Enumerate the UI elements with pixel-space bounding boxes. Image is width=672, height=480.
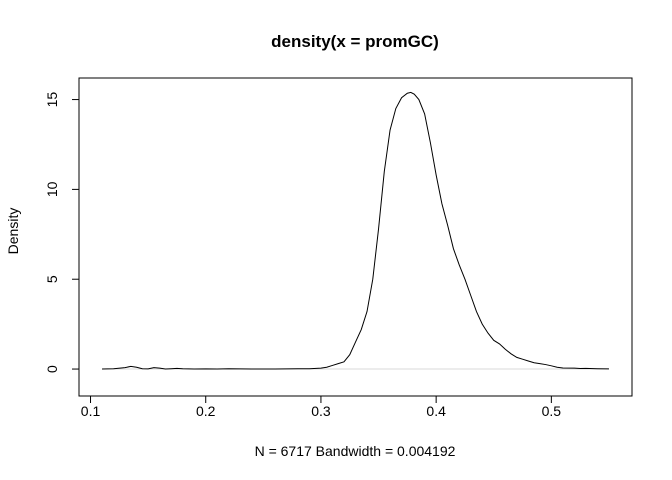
y-axis-label: Density (5, 208, 21, 255)
x-axis-label: N = 6717 Bandwidth = 0.004192 (255, 443, 456, 459)
x-tick-label: 0.5 (542, 403, 562, 419)
y-tick-label: 0 (44, 365, 60, 373)
x-tick-label: 0.4 (426, 403, 446, 419)
x-tick-label: 0.3 (311, 403, 331, 419)
y-tick-label: 5 (44, 275, 60, 283)
x-tick-label: 0.1 (81, 403, 101, 419)
x-tick-label: 0.2 (196, 403, 216, 419)
plot-frame (78, 77, 633, 397)
density-line (102, 91, 609, 370)
y-axis: 0 5 10 15 (44, 92, 80, 373)
x-axis: 0.1 0.2 0.3 0.4 0.5 (81, 395, 562, 419)
chart-title: density(x = promGC) (271, 32, 439, 51)
y-tick-label: 10 (44, 181, 60, 197)
y-tick-label: 15 (44, 92, 60, 108)
